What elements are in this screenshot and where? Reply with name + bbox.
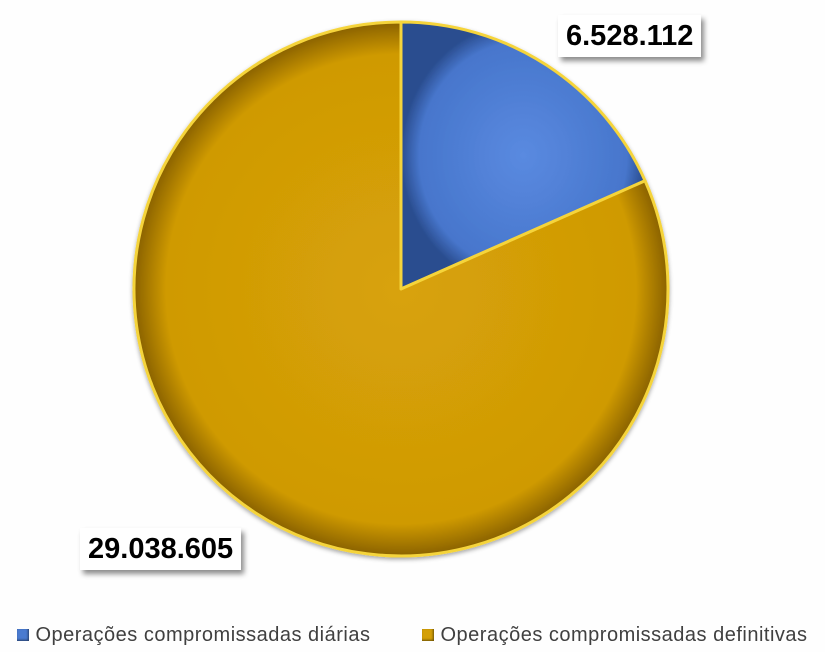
legend-item-definitivas[interactable]: Operações compromissadas definitivas bbox=[422, 618, 807, 652]
legend-label-diarias: Operações compromissadas diárias bbox=[35, 623, 371, 646]
legend-swatch-diarias bbox=[17, 629, 30, 641]
legend-label-definitivas: Operações compromissadas definitivas bbox=[440, 623, 808, 646]
chart-legend: Operações compromissadas diárias Operaçõ… bbox=[0, 618, 825, 652]
legend-swatch-definitivas bbox=[422, 629, 435, 641]
legend-item-diarias[interactable]: Operações compromissadas diárias bbox=[17, 618, 370, 652]
pie-slice-diarias[interactable] bbox=[399, 20, 647, 291]
data-label-definitivas: 29.038.605 bbox=[80, 528, 242, 570]
pie-slice-definitivas[interactable] bbox=[132, 20, 670, 558]
data-label-diarias: 6.528.112 bbox=[558, 15, 702, 57]
